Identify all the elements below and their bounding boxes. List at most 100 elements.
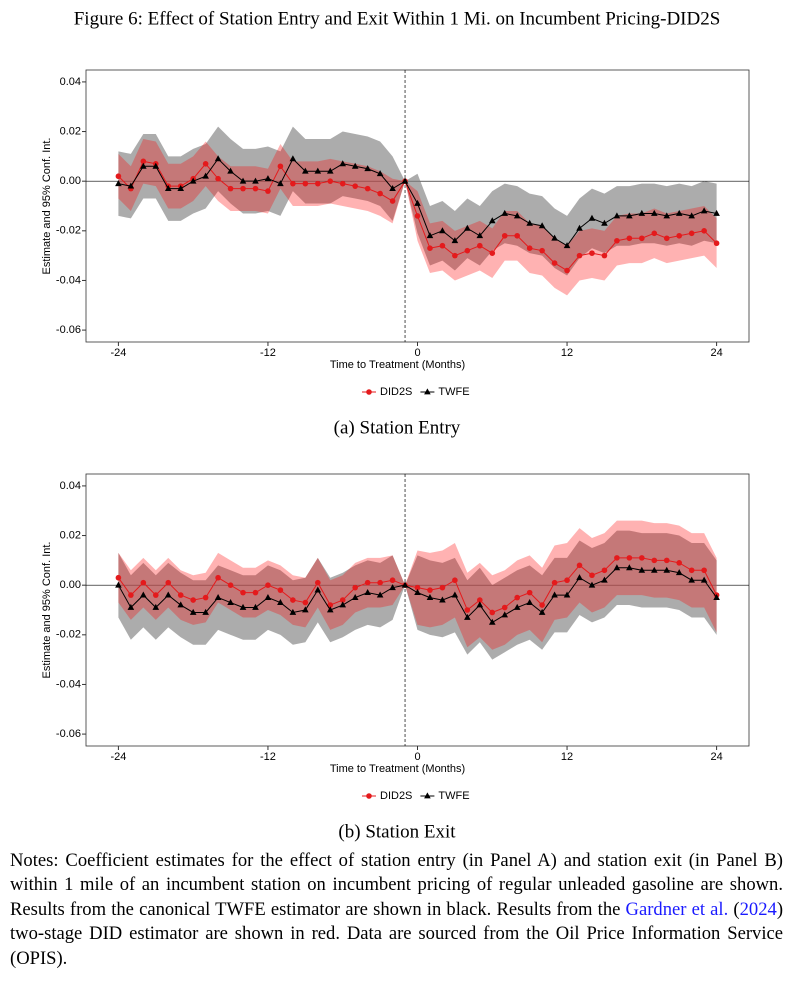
point [190,597,196,603]
point [601,567,608,574]
point [352,584,358,591]
point [215,175,221,182]
point [663,235,670,242]
point [526,245,533,251]
point [177,185,185,192]
point [152,592,159,598]
point [152,603,160,610]
x-tick-label: 12 [561,751,573,763]
x-tick-label: -24 [110,347,126,359]
point [488,618,496,625]
point [576,562,583,569]
point [651,557,658,564]
point [277,598,284,605]
point [127,182,135,189]
point [501,232,508,239]
point [351,593,359,600]
point [290,597,296,603]
point [613,564,621,571]
point [514,232,520,239]
point [227,185,234,192]
x-tick-label: -12 [260,347,276,359]
point [501,209,509,216]
point [140,158,147,165]
point [240,185,246,192]
x-axis-label: Time to Treatment (Months) [330,359,465,371]
point [389,185,396,192]
y-tick-label: 0.02 [60,529,81,541]
point [128,592,134,598]
point [302,599,309,606]
point [676,232,683,239]
point [439,242,446,249]
point [551,591,558,598]
point [676,560,683,566]
point [426,232,434,239]
point [127,603,135,610]
point [326,167,334,174]
point [339,180,346,187]
point [514,594,520,601]
point [626,212,633,219]
point [302,606,309,613]
y-tick-label: -0.06 [56,324,81,336]
point [376,170,384,177]
point [115,180,122,187]
point [177,601,185,608]
point [688,230,695,237]
point [513,212,521,219]
point [700,576,708,583]
point [327,178,334,184]
point [115,173,122,180]
y-axis-label: Estimate and 95% Conf. Int. [41,542,53,679]
point [352,183,358,189]
point [688,576,695,583]
legend-label: DID2S [380,790,412,802]
point [439,596,446,603]
point [626,555,633,561]
citation-link[interactable]: Gardner et al. [625,898,729,920]
point [364,165,371,172]
point [189,608,197,615]
point [414,584,421,591]
panel-caption: (b) Station Exit [338,821,456,842]
x-axis-label: Time to Treatment (Months) [330,763,465,775]
point [414,199,421,206]
point [688,567,695,574]
point [526,589,533,596]
point [264,593,272,600]
point [464,224,471,231]
legend-label: TWFE [438,790,469,802]
point [488,217,496,224]
point [526,219,533,226]
y-tick-label: 0.04 [60,76,81,88]
x-tick-label: 12 [561,347,573,359]
point [239,603,247,610]
point [277,587,284,593]
point [688,212,695,219]
point [265,582,271,588]
point [513,603,521,610]
citation-year[interactable]: 2024 [739,898,777,920]
point [576,224,583,231]
point [426,593,434,600]
legend-marker [424,792,431,799]
legend-marker [424,388,431,395]
point [626,564,633,571]
point [315,579,321,586]
point [526,598,533,605]
y-axis-label: Estimate and 95% Conf. Int. [41,138,53,275]
point [140,591,147,598]
point [351,162,359,169]
point [140,579,147,586]
point [713,593,720,600]
point [289,155,297,162]
point [427,587,433,593]
point [240,589,246,596]
point [227,598,234,605]
point [539,602,545,608]
legend-label: TWFE [438,386,469,398]
point [564,267,570,274]
point [650,566,658,573]
point [539,247,545,254]
